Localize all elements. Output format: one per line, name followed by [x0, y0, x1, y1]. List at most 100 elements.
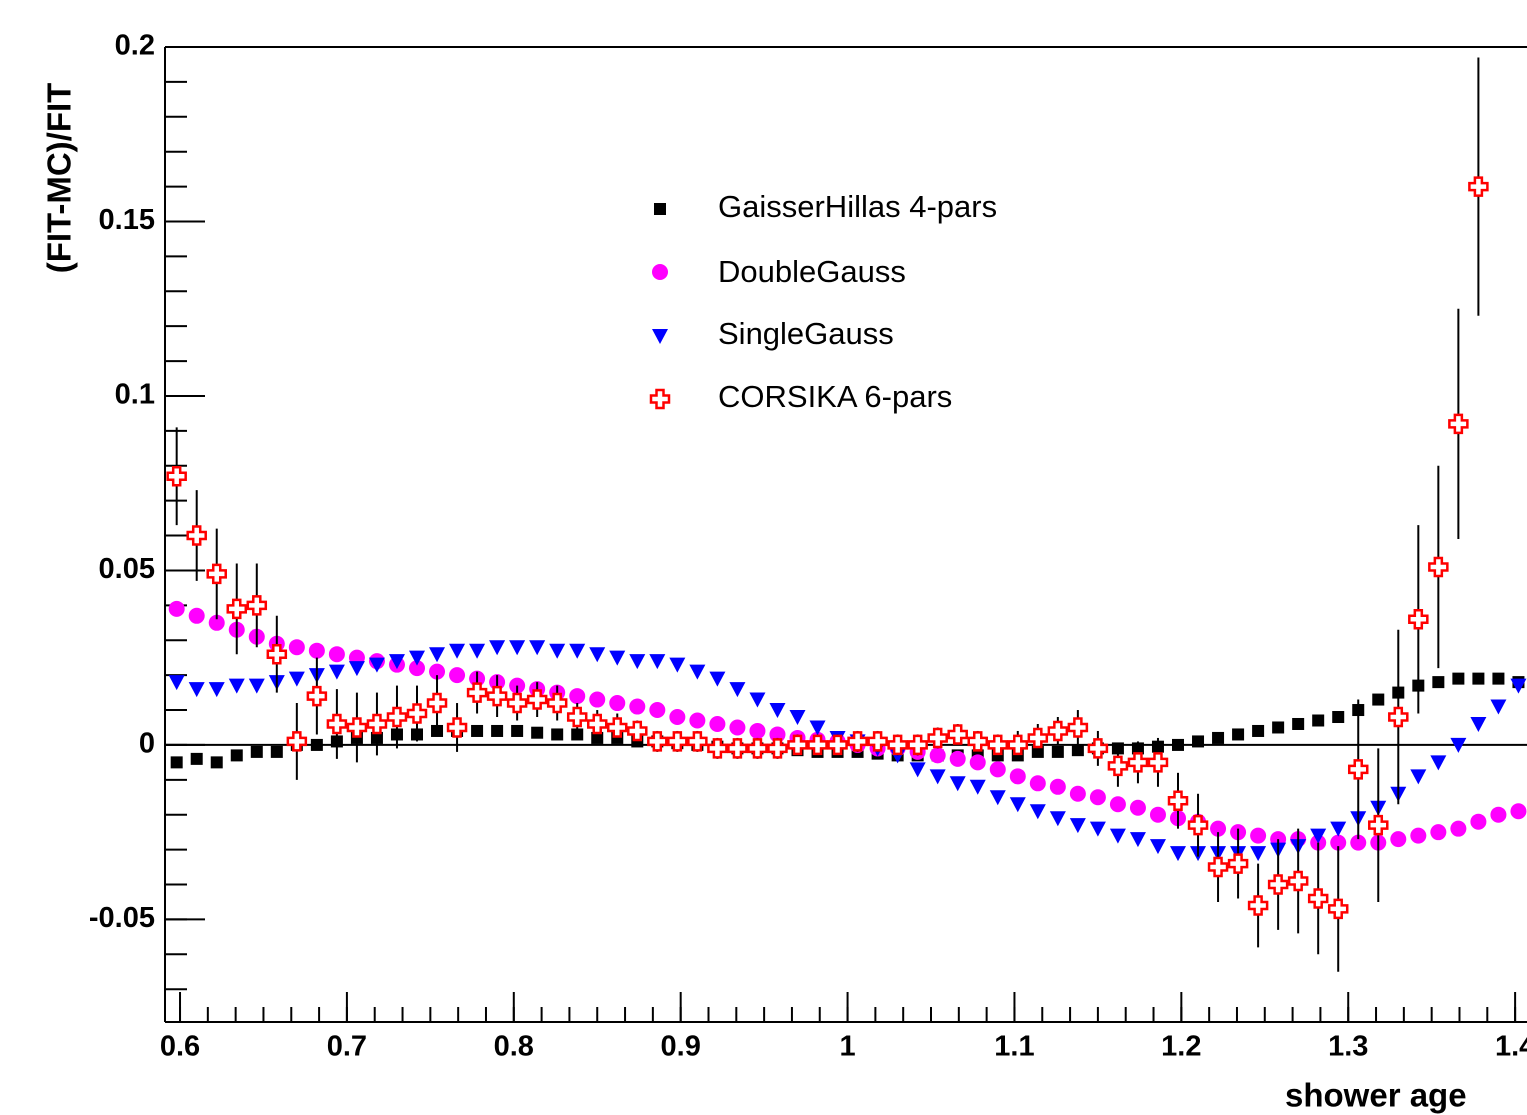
- square-marker: [571, 728, 584, 741]
- square-marker: [491, 724, 504, 737]
- circle-marker: [449, 667, 466, 684]
- cross-marker: [326, 713, 348, 735]
- triangle-marker: [549, 643, 566, 659]
- square-marker: [1472, 672, 1485, 685]
- triangle-marker: [1029, 804, 1046, 820]
- y-tick-label: 0.15: [99, 204, 155, 236]
- square-marker: [250, 745, 263, 758]
- cross-marker: [406, 703, 428, 724]
- circle-marker: [1490, 806, 1507, 823]
- circle-marker: [1450, 820, 1467, 837]
- circle-marker: [1410, 827, 1427, 844]
- cross-marker: [1007, 734, 1029, 756]
- triangle-marker: [929, 769, 946, 785]
- square-marker: [230, 749, 243, 762]
- triangle-marker: [1109, 828, 1126, 844]
- square-marker: [551, 728, 564, 741]
- triangle-marker: [1510, 678, 1527, 694]
- cross-marker: [1428, 556, 1449, 578]
- circle-marker: [429, 663, 446, 680]
- triangle-marker: [388, 654, 405, 670]
- square-marker: [310, 738, 323, 751]
- circle-marker: [689, 712, 706, 729]
- series: [168, 640, 1527, 862]
- circle-marker: [308, 642, 325, 659]
- cross-marker: [687, 731, 708, 752]
- cross-marker: [967, 731, 988, 752]
- cross-marker: [566, 706, 588, 728]
- legend-swatch: [649, 388, 671, 410]
- cross-marker: [1388, 706, 1409, 728]
- cross-marker: [1327, 898, 1349, 920]
- triangle-marker: [669, 657, 686, 673]
- triangle-marker: [649, 654, 666, 670]
- cross-marker: [286, 731, 308, 752]
- legend-label: DoubleGauss: [718, 254, 906, 289]
- legend-label: CORSIKA 6-pars: [718, 379, 952, 414]
- circle-marker: [288, 639, 305, 656]
- triangle-marker: [809, 720, 826, 736]
- triangle-marker: [1330, 821, 1347, 837]
- circle-marker: [188, 607, 205, 624]
- triangle-marker: [1490, 699, 1507, 715]
- triangle-marker: [629, 654, 646, 670]
- y-axis-title: (FIT-MC)/FIT: [41, 83, 78, 274]
- cross-marker: [206, 563, 227, 585]
- cross-marker: [1147, 752, 1169, 773]
- cross-marker: [1127, 752, 1149, 773]
- cross-marker: [166, 465, 187, 487]
- circle-marker: [168, 600, 185, 617]
- circle-marker: [1069, 785, 1086, 802]
- circle-marker: [629, 698, 646, 715]
- triangle-marker: [1149, 839, 1166, 855]
- legend-entry: DoubleGauss: [652, 254, 906, 289]
- triangle-marker: [188, 682, 205, 698]
- triangle-marker: [408, 650, 425, 666]
- cross-marker: [987, 734, 1009, 756]
- cross-marker: [1047, 720, 1069, 742]
- legend-entry: SingleGauss: [652, 316, 894, 351]
- triangle-marker: [1049, 811, 1066, 827]
- triangle-marker: [1170, 846, 1187, 862]
- square-marker: [1492, 672, 1505, 685]
- cross-marker: [266, 643, 288, 665]
- square-marker: [1312, 714, 1325, 727]
- cross-marker: [887, 734, 908, 756]
- triangle-marker: [449, 643, 466, 659]
- triangle-marker: [1009, 797, 1026, 813]
- cross-marker: [947, 724, 968, 745]
- legend-swatch: [652, 264, 668, 280]
- triangle-marker: [969, 779, 986, 795]
- x-tick-label: 1.3: [1328, 1031, 1368, 1063]
- circle-marker: [408, 660, 425, 677]
- square-marker: [1232, 728, 1245, 741]
- square-marker: [1432, 676, 1445, 689]
- square-marker: [1192, 735, 1205, 748]
- cross-marker: [727, 738, 748, 759]
- triangle-marker: [248, 678, 265, 694]
- cross-marker: [186, 525, 207, 546]
- cross-marker: [366, 713, 388, 735]
- cross-marker: [546, 692, 568, 714]
- cross-marker: [1307, 888, 1329, 909]
- x-tick-label: 0.7: [327, 1031, 367, 1063]
- triangle-marker: [589, 647, 606, 663]
- cross-marker: [1187, 814, 1209, 836]
- triangle-marker: [288, 671, 305, 687]
- triangle-marker: [328, 664, 345, 680]
- cross-marker: [346, 717, 368, 738]
- triangle-marker: [729, 682, 746, 698]
- circle-marker: [929, 747, 946, 764]
- circle-marker: [1390, 831, 1407, 848]
- x-tick-label: 0.9: [661, 1031, 701, 1063]
- cross-marker: [306, 685, 328, 707]
- square-marker: [170, 756, 183, 769]
- cross-marker: [647, 731, 668, 752]
- square-marker: [511, 724, 524, 737]
- y-tick-label: -0.05: [89, 902, 155, 934]
- square-marker: [1272, 721, 1285, 734]
- triangle-marker: [1069, 818, 1086, 834]
- cross-marker: [907, 734, 928, 756]
- y-tick-label: 0: [139, 728, 155, 760]
- cross-marker: [1347, 759, 1369, 780]
